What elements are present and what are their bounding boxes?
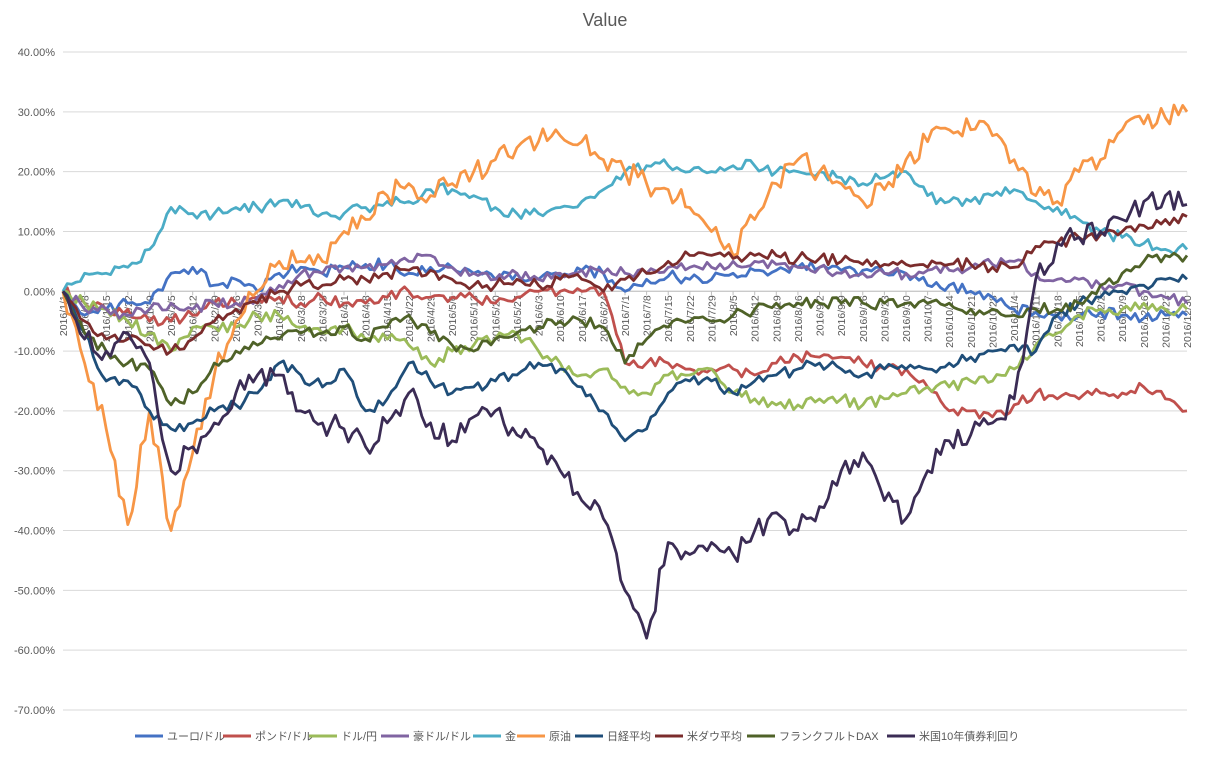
x-tick-label: 2016/5/6 (447, 295, 459, 336)
y-tick-label: -70.00% (14, 705, 55, 717)
legend-label: ポンド/ドル (255, 730, 313, 743)
series-lines (61, 103, 1189, 640)
y-tick-label: 0.00% (24, 286, 55, 298)
y-tick-label: -60.00% (14, 645, 55, 657)
legend-label: 豪ドル/ドル (413, 729, 471, 743)
y-axis-ticks: 40.00% 30.00% 20.00% 10.00% 0.00% -10.00% -20.… (14, 47, 55, 717)
x-tick-label: 2016/5/13 (469, 295, 481, 342)
legend-label: 日経平均 (607, 730, 651, 743)
x-tick-label: 2016/12/23 (1160, 295, 1172, 348)
x-tick-label: 2016/10/28 (987, 295, 999, 348)
legend: ユーロ/ドル ポンド/ドル ドル/円 豪ドル/ドル 金 原油 日経平均 米ダウ平均 フランクフル… (135, 729, 1019, 743)
y-tick-label: 20.00% (18, 167, 56, 179)
y-tick-label: -30.00% (14, 466, 55, 478)
x-tick-label: 2016/9/16 (858, 295, 870, 342)
x-tick-label: 2016/4/8 (361, 295, 373, 336)
x-tick-label: 2016/3/18 (296, 295, 308, 342)
x-tick-label: 2016/8/26 (793, 295, 805, 342)
legend-label: 金 (505, 729, 516, 743)
y-tick-label: 30.00% (18, 107, 56, 119)
x-tick-label: 2016/11/4 (1009, 295, 1021, 341)
gridlines (63, 51, 1187, 711)
x-tick-label: 2016/12/30 (1182, 295, 1194, 348)
x-tick-label: 2016/6/17 (577, 295, 589, 342)
series-line (61, 251, 1189, 407)
legend-label: フランクフルトDAX (779, 730, 879, 743)
x-tick-label: 2016/8/12 (750, 295, 762, 342)
x-tick-label: 2016/5/20 (490, 295, 502, 342)
series-line (62, 257, 1188, 324)
legend-label: 米国10年債券利回り (919, 729, 1019, 743)
x-tick-label: 2016/7/8 (642, 295, 654, 336)
x-tick-label: 2016/7/15 (663, 295, 675, 342)
series-line (61, 213, 1188, 356)
legend-label: 原油 (549, 729, 571, 743)
y-tick-label: -10.00% (14, 346, 55, 358)
x-tick-label: 2016/7/29 (706, 295, 718, 342)
x-axis-ticks: 2016/1/1 2016/1/8 2016/1/15 2016/1/22 2016/1… (58, 291, 1194, 348)
y-tick-label: 40.00% (18, 47, 56, 59)
x-tick-label: 2016/9/30 (901, 295, 913, 342)
series-line (62, 289, 1189, 411)
x-tick-label: 2016/6/10 (555, 295, 567, 342)
x-tick-label: 2016/12/2 (1096, 295, 1108, 342)
legend-label: ドル/円 (341, 731, 377, 743)
legend-label: ユーロ/ドル (167, 731, 225, 743)
y-tick-label: -20.00% (14, 406, 55, 418)
y-tick-label: -50.00% (14, 585, 55, 597)
series-line (62, 273, 1188, 443)
x-tick-label: 2016/4/15 (382, 295, 394, 342)
series-line (61, 103, 1189, 532)
legend-label: 米ダウ平均 (687, 729, 742, 743)
x-tick-label: 2016/9/9 (836, 295, 848, 336)
x-tick-label: 2016/10/21 (966, 295, 978, 348)
chart-title: Value (583, 10, 628, 30)
y-tick-label: -40.00% (14, 526, 55, 538)
x-tick-label: 2016/10/7 (923, 295, 935, 342)
x-tick-label: 2016/1/22 (123, 295, 135, 342)
x-tick-label: 2016/8/19 (771, 295, 783, 342)
series-line (61, 190, 1188, 640)
x-tick-label: 2016/7/1 (620, 295, 632, 336)
y-tick-label: 10.00% (18, 226, 56, 238)
x-tick-label: 2016/9/23 (879, 295, 891, 342)
